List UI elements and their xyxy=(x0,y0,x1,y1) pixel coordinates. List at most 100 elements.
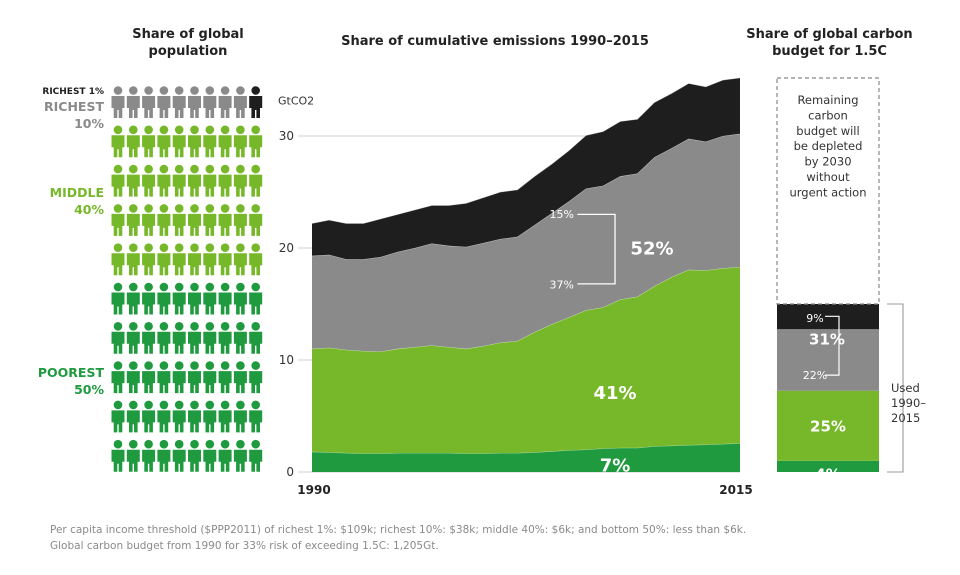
person-icon xyxy=(126,322,140,354)
population-title-line2: population xyxy=(148,44,228,59)
person-icon xyxy=(203,86,217,118)
label-richest-10-line2: 10% xyxy=(74,116,104,131)
person-icon xyxy=(249,164,263,197)
person-icon xyxy=(233,282,247,315)
person-icon xyxy=(111,400,125,433)
footnote: Per capita income threshold ($PPP2011) o… xyxy=(50,522,746,554)
person-icon xyxy=(188,439,201,472)
person-icon xyxy=(111,86,125,118)
person-icon xyxy=(126,439,140,472)
used-label: 2015 xyxy=(891,411,920,425)
person-icon xyxy=(157,282,171,315)
person-icon xyxy=(233,86,247,118)
person-icon xyxy=(249,322,263,354)
emissions-area-chart: 0 10 20 30 GtCO2 1990 2015 15% 52% 37% 41% 7% xyxy=(278,77,753,497)
person-icon xyxy=(233,204,247,236)
label-poorest-50-line2: 50% xyxy=(74,382,104,397)
person-icon xyxy=(249,282,263,315)
used-bracket xyxy=(887,303,904,473)
person-icon xyxy=(126,204,140,236)
person-icon xyxy=(172,439,186,472)
person-icon xyxy=(111,164,125,197)
person-icon xyxy=(249,204,263,236)
bar-segment-label: 9% xyxy=(806,312,823,325)
person-icon xyxy=(188,243,201,276)
population-title: Share of global population xyxy=(108,26,268,60)
person-icon xyxy=(126,361,140,394)
used-label: 1990– xyxy=(891,396,926,410)
person-icon xyxy=(111,322,125,354)
person-icon xyxy=(157,204,171,236)
person-icon xyxy=(218,439,232,472)
person-icon xyxy=(142,282,156,315)
person-icon xyxy=(142,125,156,158)
area-richest-1- xyxy=(312,77,740,260)
person-icon xyxy=(203,164,217,197)
person-icon xyxy=(157,86,171,118)
person-icon xyxy=(111,204,125,236)
area-middle-40- xyxy=(312,267,740,454)
label-richest-1: RICHEST 1% xyxy=(42,87,104,97)
person-icon xyxy=(188,361,201,394)
bar-segment-label: 22% xyxy=(803,369,827,382)
person-icon xyxy=(142,204,156,236)
label-richest-10-line1: RICHEST xyxy=(44,99,104,114)
person-icon xyxy=(172,282,186,315)
person-icon xyxy=(126,243,140,276)
person-icon xyxy=(142,86,156,118)
budget-title-line2: budget for 1.5C xyxy=(772,44,887,59)
person-icon xyxy=(172,125,186,158)
person-icon xyxy=(157,361,171,394)
bar-segment-label: 31% xyxy=(809,330,845,348)
remaining-budget-text: budget will xyxy=(796,124,859,138)
person-icon xyxy=(233,164,247,197)
person-icon xyxy=(157,322,171,354)
person-icon xyxy=(249,125,263,158)
annotation-label: 7% xyxy=(600,455,631,476)
remaining-budget-text: urgent action xyxy=(789,185,866,199)
person-icon xyxy=(111,361,125,394)
remaining-budget-text: be depleted xyxy=(794,139,863,153)
person-icon xyxy=(218,243,232,276)
person-icon xyxy=(203,361,217,394)
population-pictogram xyxy=(111,86,263,472)
person-icon xyxy=(142,322,156,354)
person-icon xyxy=(203,439,217,472)
bar-segment-poorest-50- xyxy=(777,460,879,472)
bar-segment-label: 25% xyxy=(810,417,846,435)
person-icon xyxy=(172,86,186,118)
person-icon xyxy=(188,86,201,118)
person-icon xyxy=(233,439,247,472)
bar-segment-label: 4% xyxy=(815,465,840,480)
person-icon xyxy=(142,164,156,197)
person-icon xyxy=(188,282,201,315)
person-icon xyxy=(249,439,263,472)
emissions-title: Share of cumulative emissions 1990–2015 xyxy=(341,34,649,49)
person-icon xyxy=(188,204,201,236)
person-icon xyxy=(233,361,247,394)
remaining-budget-text: carbon xyxy=(808,108,848,122)
person-icon xyxy=(218,125,232,158)
bar-annotation-bracket xyxy=(825,315,840,376)
person-icon xyxy=(188,164,201,197)
person-icon xyxy=(142,400,156,433)
person-icon xyxy=(233,322,247,354)
label-middle-40-line1: MIDDLE xyxy=(49,185,104,200)
person-icon xyxy=(203,125,217,158)
label-middle-40: MIDDLE 40% xyxy=(20,184,104,218)
person-icon xyxy=(233,400,247,433)
person-icon xyxy=(126,164,140,197)
person-icon xyxy=(111,243,125,276)
person-icon xyxy=(203,400,217,433)
person-icon xyxy=(249,361,263,394)
x-tick-label: 2015 xyxy=(719,483,752,497)
person-icon xyxy=(111,125,125,158)
person-icon xyxy=(172,322,186,354)
person-icon xyxy=(126,282,140,315)
person-icon xyxy=(233,125,247,158)
person-icon xyxy=(111,439,125,472)
person-icon xyxy=(249,243,263,276)
person-icon xyxy=(203,322,217,354)
person-icon xyxy=(188,322,201,354)
